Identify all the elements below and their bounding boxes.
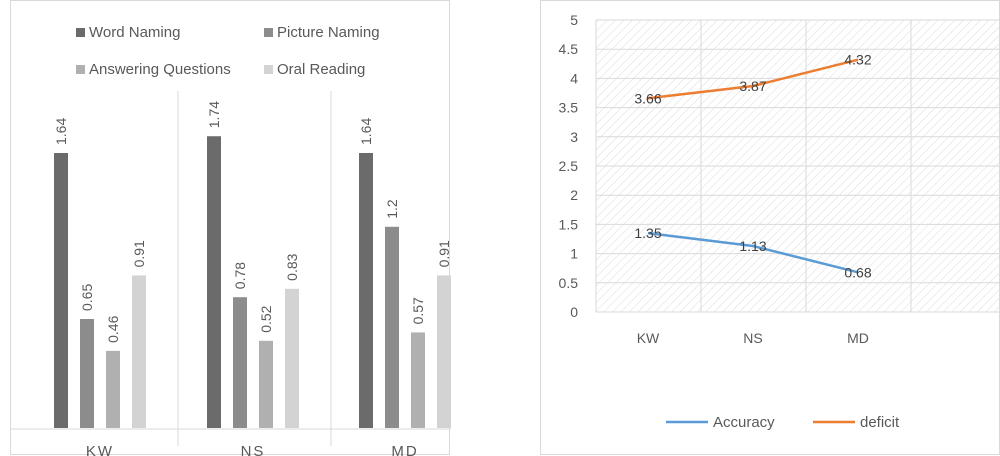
bar-chart: Word Naming Picture Naming Answering Quest… [11, 24, 451, 456]
x-tick-label-ns: NS [241, 443, 266, 456]
legend-label-word-naming: Word Naming [89, 24, 180, 41]
x-tick-label-md: MD [391, 443, 418, 456]
data-label-oral-reading-md: 0.91 [436, 240, 451, 267]
legend-swatch-word-naming [76, 28, 85, 37]
bar-picture-naming-kw [80, 319, 94, 428]
y-tick-label: 2 [570, 187, 578, 203]
legend-swatch-picture-naming [264, 28, 273, 37]
bar-word-naming-md [359, 153, 373, 428]
y-tick-label: 3 [570, 129, 578, 145]
x-tick-label-kw: KW [86, 443, 114, 456]
legend-label-oral-reading: Oral Reading [277, 61, 365, 78]
data-label-picture-naming-kw: 0.65 [79, 284, 95, 311]
data-label-deficit-ns: 3.87 [739, 78, 766, 94]
data-label-accuracy-ns: 1.13 [739, 238, 766, 254]
y-tick-label: 0 [570, 304, 578, 320]
legend-label-accuracy: Accuracy [713, 414, 775, 431]
bar-picture-naming-ns [233, 297, 247, 428]
bar-word-naming-ns [207, 136, 221, 429]
x-tick-label-md: MD [847, 330, 869, 346]
data-label-word-naming-ns: 1.74 [206, 101, 222, 128]
y-tick-label: 4.5 [559, 41, 579, 57]
bar-chart-panel: Word Naming Picture Naming Answering Quest… [10, 0, 451, 456]
legend-swatch-oral-reading [264, 65, 273, 74]
data-label-answering-questions-ns: 0.52 [258, 305, 274, 332]
data-label-picture-naming-ns: 0.78 [232, 262, 248, 289]
data-label-accuracy-md: 0.68 [844, 264, 871, 280]
y-tick-label: 5 [570, 12, 578, 28]
bar-oral-reading-ns [285, 288, 299, 428]
data-label-deficit-md: 4.32 [844, 52, 871, 68]
data-label-word-naming-kw: 1.64 [53, 118, 69, 145]
data-label-answering-questions-md: 0.57 [410, 297, 426, 324]
data-label-answering-questions-kw: 0.46 [105, 315, 121, 342]
legend-label-deficit: deficit [860, 414, 900, 431]
data-label-picture-naming-md: 1.2 [384, 199, 400, 219]
x-tick-label-kw: KW [637, 330, 660, 346]
data-label-oral-reading-kw: 0.91 [131, 240, 147, 267]
y-tick-label: 1 [570, 246, 578, 262]
y-tick-label: 1.5 [559, 216, 579, 232]
line-chart-panel: 0 0.5 1 1.5 2 2.5 3 3.5 4 4.5 5 KW NS MD 1.35 1.13 0.68 3… [540, 0, 1000, 455]
bar-oral-reading-md [437, 275, 451, 428]
legend-swatch-answering-questions [76, 65, 85, 74]
data-label-word-naming-md: 1.64 [358, 118, 374, 145]
y-tick-label: 2.5 [559, 158, 579, 174]
data-label-deficit-kw: 3.66 [634, 90, 661, 106]
x-tick-label-ns: NS [743, 330, 762, 346]
legend-label-answering-questions: Answering Questions [89, 61, 231, 78]
bar-word-naming-kw [54, 153, 68, 428]
bar-picture-naming-md [385, 226, 399, 428]
y-tick-label: 3.5 [559, 100, 579, 116]
line-chart: 0 0.5 1 1.5 2 2.5 3 3.5 4 4.5 5 KW NS MD 1.35 1.13 0.68 3… [559, 12, 1000, 431]
y-tick-label: 0.5 [559, 275, 579, 291]
bar-oral-reading-kw [132, 275, 146, 428]
bar-answering-questions-ns [259, 340, 273, 428]
data-label-oral-reading-ns: 0.83 [284, 253, 300, 280]
bar-answering-questions-md [411, 332, 425, 428]
legend-label-picture-naming: Picture Naming [277, 24, 380, 41]
data-label-accuracy-kw: 1.35 [634, 225, 661, 241]
series-line-deficit [647, 58, 859, 100]
bar-answering-questions-kw [106, 350, 120, 428]
series-line-accuracy [647, 231, 859, 274]
y-tick-label: 4 [570, 70, 578, 86]
